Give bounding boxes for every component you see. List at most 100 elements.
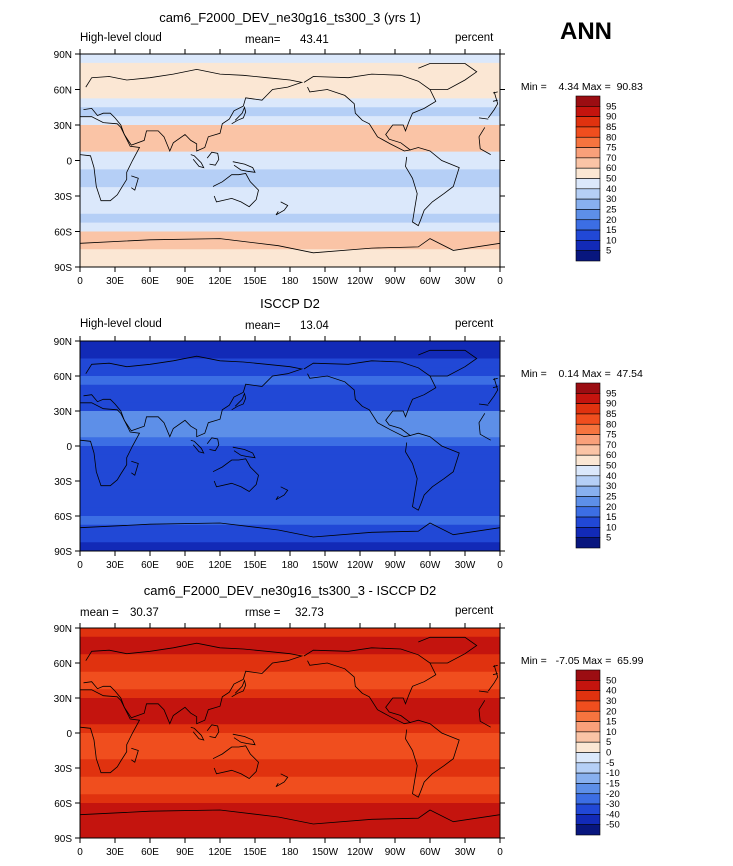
- panel-3-band: [80, 733, 500, 743]
- colorbar-level-label: 0: [606, 748, 611, 759]
- panel-2-min-value: 0.14: [558, 368, 579, 380]
- colorbar-swatch: [575, 136, 601, 148]
- uk-coastline: [492, 386, 498, 389]
- panel-3-band: [80, 654, 500, 664]
- colorbar-level-label: 90: [606, 399, 617, 410]
- colorbar-swatch: [575, 762, 601, 774]
- panel-3-band: [80, 671, 500, 681]
- colorbar-level-label: 50: [606, 461, 617, 472]
- colorbar-swatch: [575, 157, 601, 169]
- y-tick-label: 90S: [54, 263, 72, 274]
- x-tick-label: 150E: [243, 560, 267, 571]
- panel-1-mean-label: mean=: [245, 34, 281, 46]
- colorbar-level-label: 25: [606, 204, 617, 215]
- panel-2-band: [80, 542, 500, 551]
- panel-1-band: [80, 258, 500, 267]
- eurasia-coastline: [83, 68, 304, 153]
- colorbar-swatch: [575, 116, 601, 128]
- panel-1-band: [80, 133, 500, 144]
- borneo-coastline: [206, 437, 220, 452]
- panel-3-min-label: Min =: [520, 655, 547, 667]
- x-tick-label: 30E: [106, 847, 124, 858]
- colorbar-swatch: [575, 240, 601, 251]
- x-tick-label: 0: [77, 276, 83, 287]
- colorbar-swatch: [575, 126, 601, 138]
- panel-3-band: [80, 645, 500, 655]
- y-tick-label: 60N: [54, 659, 72, 670]
- colorbar-level-label: 10: [606, 522, 617, 533]
- colorbar-swatch: [575, 752, 601, 764]
- x-tick-label: 0: [497, 847, 503, 858]
- x-tick-label: 60W: [420, 560, 441, 571]
- colorbar-swatch: [575, 721, 601, 733]
- colorbar-level-label: 20: [606, 215, 617, 226]
- colorbar-swatch: [575, 434, 601, 446]
- panel-2-mean-value: 13.04: [300, 320, 329, 332]
- panel-1-band: [80, 151, 500, 161]
- new-guinea-coastline: [232, 446, 256, 459]
- colorbar-swatch: [575, 198, 601, 210]
- colorbar-swatch: [575, 824, 601, 836]
- new-guinea-coastline: [232, 161, 256, 173]
- colorbar-swatch: [575, 403, 601, 415]
- colorbar-swatch: [575, 680, 601, 691]
- africa-coastline: [478, 127, 491, 155]
- panel-2-band: [80, 507, 500, 517]
- africa-coastline: [80, 689, 141, 774]
- panel-1-band: [80, 222, 500, 232]
- panel-3-mean-value: 30.37: [130, 607, 159, 619]
- antarctica-coastline: [80, 238, 500, 267]
- panel-2-band: [80, 481, 500, 491]
- x-tick-label: 30E: [106, 276, 124, 287]
- panel-3-field: [80, 628, 500, 838]
- panel-1-band: [80, 204, 500, 215]
- panel-2-band: [80, 498, 500, 508]
- panel-2-band: [80, 358, 500, 368]
- x-tick-label: 90E: [176, 847, 194, 858]
- panel-3-band: [80, 829, 500, 838]
- uk-coastline: [492, 99, 498, 102]
- panel-1-band: [80, 169, 500, 179]
- panel-2-band: [80, 437, 500, 447]
- panel-1-minmax: Min = 4.34 Max = 90.83: [515, 69, 643, 93]
- panel-2-band: [80, 384, 500, 394]
- panel-1-band: [80, 231, 500, 241]
- panel-1-field: [80, 54, 500, 267]
- colorbar-level-label: -20: [606, 789, 620, 800]
- south-america-coastline: [405, 719, 460, 798]
- panel-3-rmse-label: rmse =: [245, 607, 281, 619]
- x-tick-label: 90W: [385, 560, 406, 571]
- x-tick-label: 30W: [455, 276, 476, 287]
- panel-2-band: [80, 533, 500, 543]
- greenland-coastline: [418, 636, 478, 664]
- panel-3-min-value: -7.05: [555, 655, 580, 667]
- australia-coastline: [212, 458, 259, 492]
- panel-1-min-label: Min =: [520, 81, 547, 93]
- x-tick-label: 120E: [208, 847, 232, 858]
- panel-2-band: [80, 446, 500, 456]
- japan-coastline: [231, 392, 247, 411]
- y-tick-label: 0: [66, 729, 72, 740]
- eurasia-coastline: [83, 355, 304, 438]
- colorbar-level-label: 5: [606, 533, 611, 544]
- panel-3-band: [80, 820, 500, 830]
- colorbar-swatch: [575, 793, 601, 805]
- panel-1-band: [80, 80, 500, 90]
- colorbar-swatch: [575, 772, 601, 784]
- y-tick-label: 90N: [54, 50, 72, 61]
- panel-3-band: [80, 706, 500, 716]
- y-tick-label: 90N: [54, 337, 72, 348]
- panel-2-band: [80, 463, 500, 473]
- colorbar-level-label: 50: [606, 174, 617, 185]
- panel-1-min-value: 4.34: [558, 81, 579, 93]
- japan-coastline: [231, 105, 247, 125]
- panel-2-band: [80, 516, 500, 526]
- panel-3-max-value: 65.99: [617, 655, 644, 667]
- colorbar-swatch: [575, 700, 601, 712]
- panel-3-band: [80, 698, 500, 708]
- panel-3-band: [80, 811, 500, 821]
- antarctica-coastline: [80, 809, 500, 838]
- colorbar-swatch: [575, 465, 601, 477]
- colorbar-swatch: [575, 106, 601, 117]
- y-tick-label: 30S: [54, 477, 72, 488]
